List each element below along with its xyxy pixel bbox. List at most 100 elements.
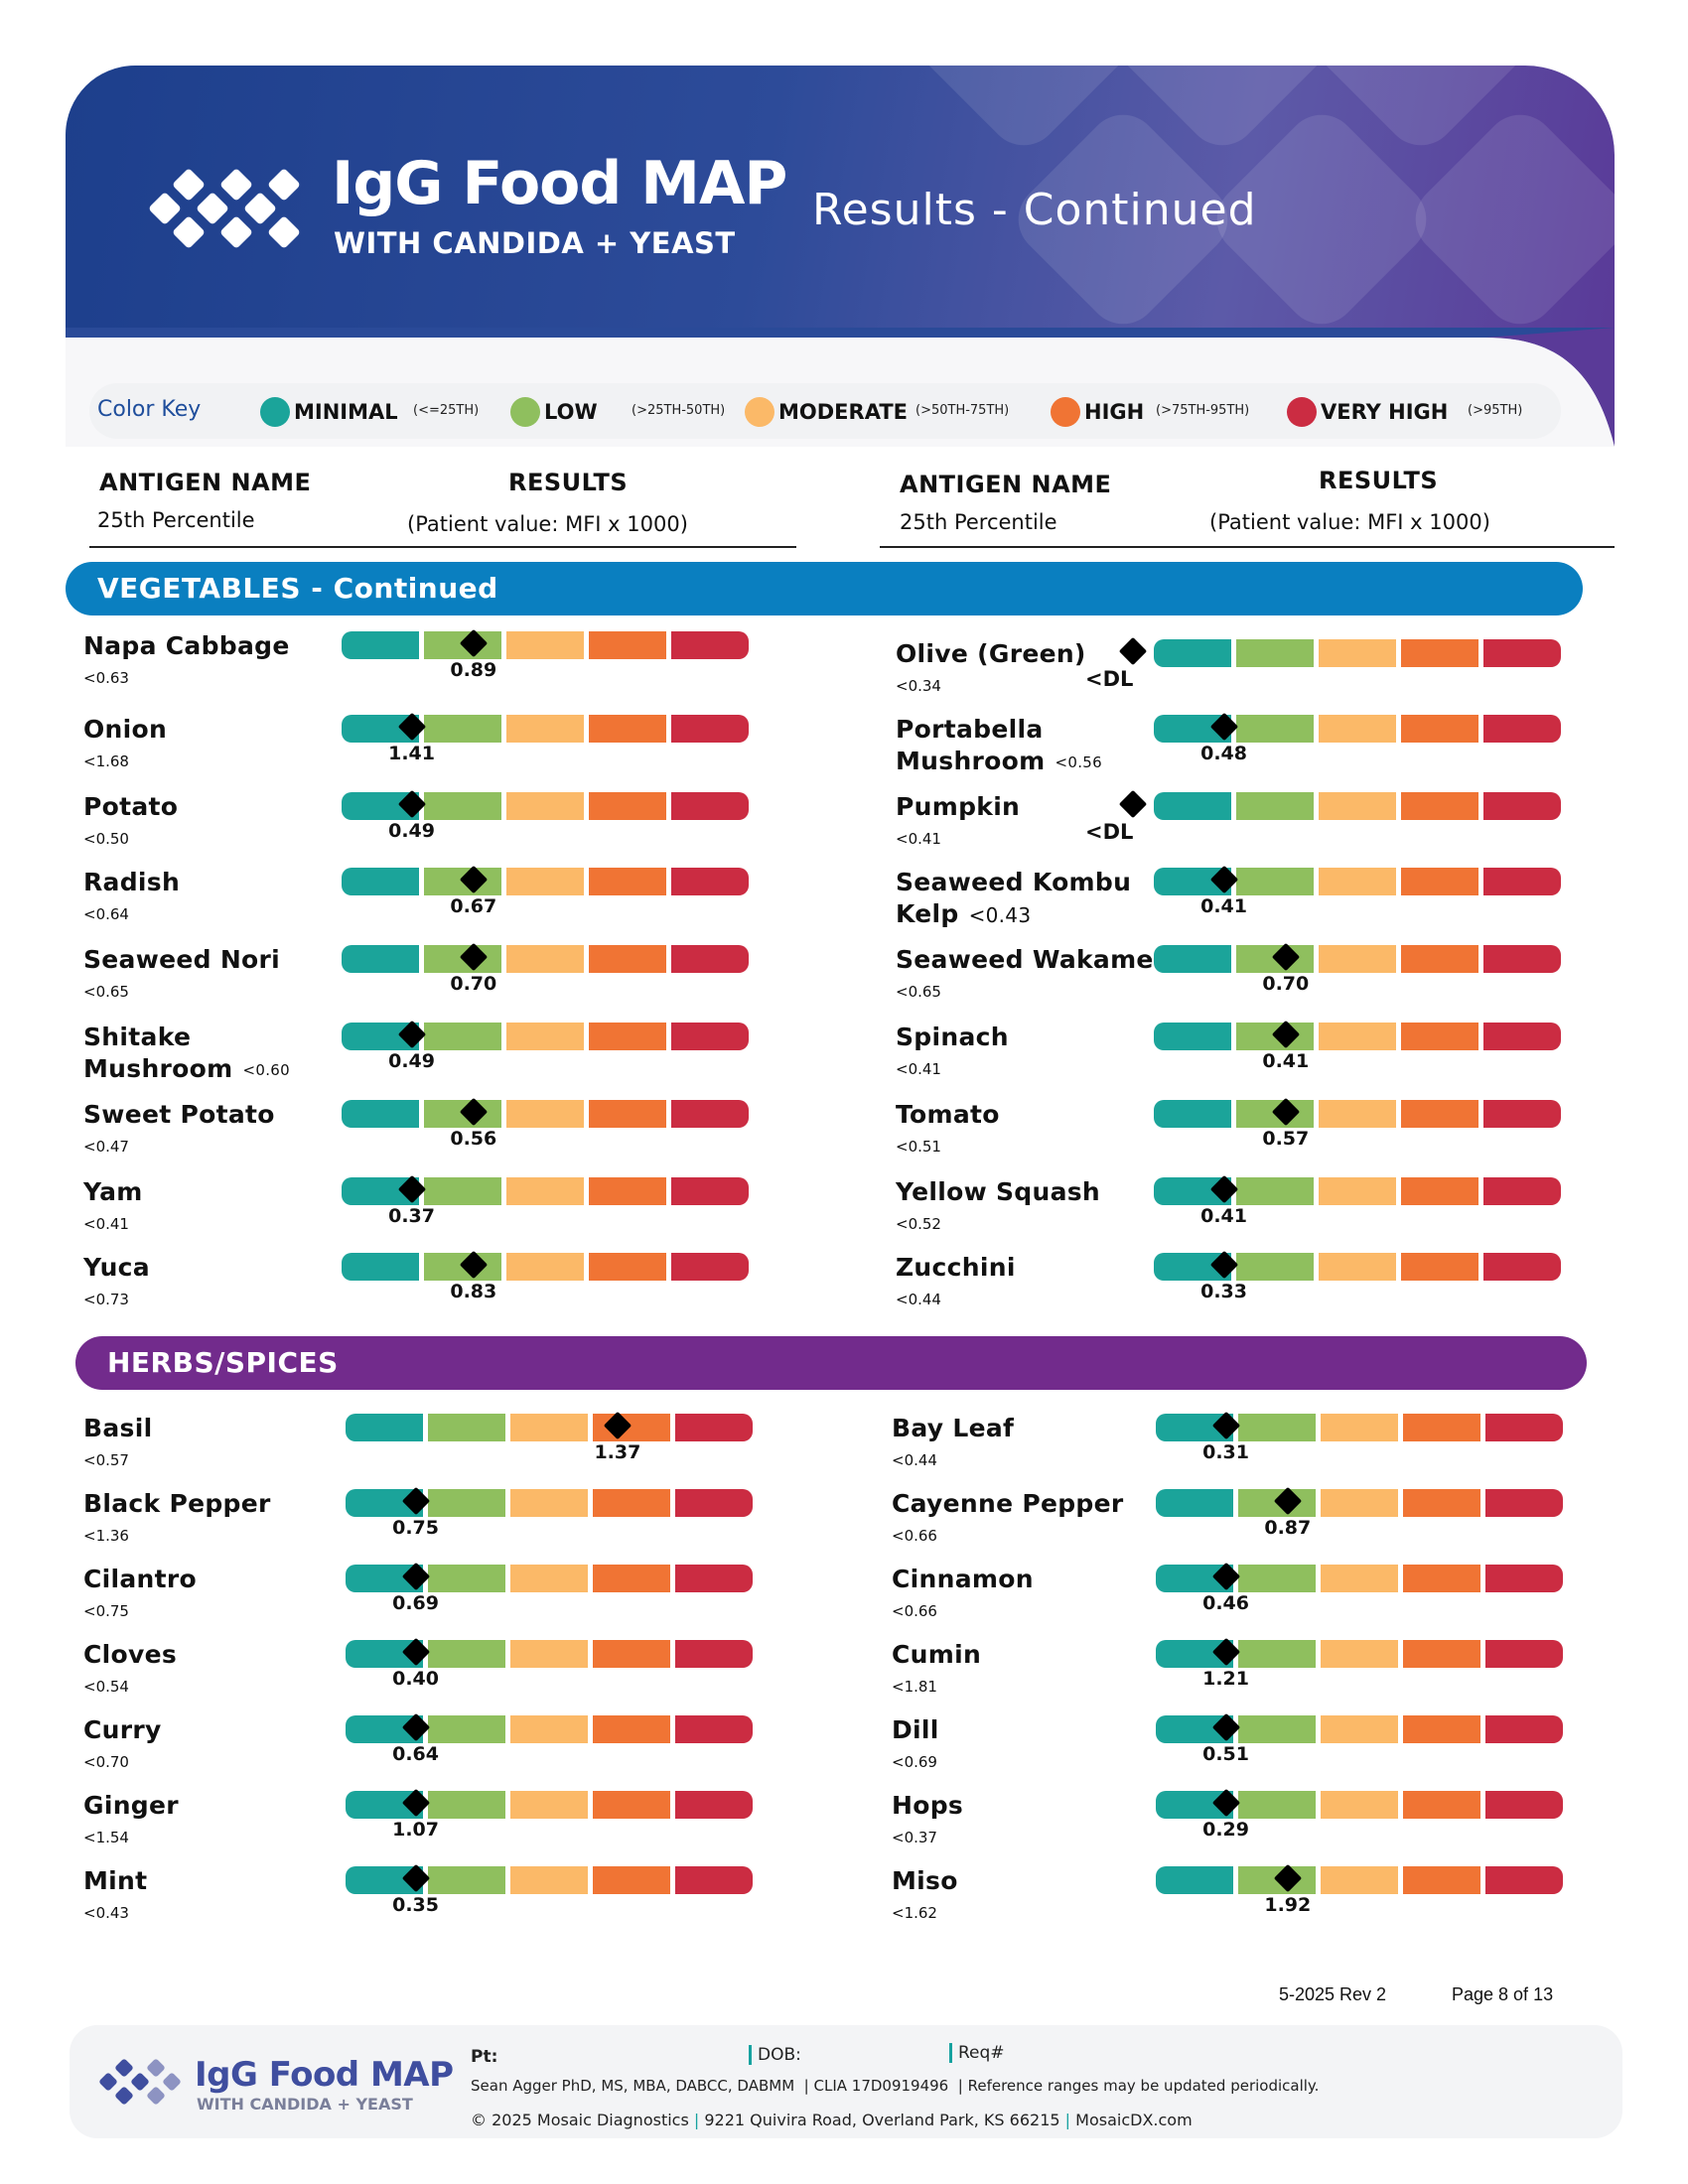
col-results-sub: (Patient value: MFI x 1000) (1209, 510, 1490, 534)
bar-segment-moderate (506, 1023, 584, 1050)
bar-segment-minimal (1154, 1100, 1231, 1128)
result-bar: 0.40 (346, 1637, 753, 1690)
result-value: 1.21 (1202, 1668, 1249, 1690)
bar-segment-very-high (1483, 1253, 1561, 1281)
bar-segment-minimal (1154, 945, 1231, 973)
bar-segment-moderate (510, 1414, 588, 1441)
percentile-25: <0.60 (242, 1061, 290, 1079)
bar-segment-very-high (675, 1414, 753, 1441)
result-marker-icon (1119, 789, 1148, 819)
antigen-name-text: Mushroom (83, 1054, 233, 1083)
result-bar: 0.49 (342, 1020, 749, 1072)
bar-segment-moderate (1321, 1715, 1398, 1743)
antigen-name-text: Sweet Potato (83, 1100, 275, 1129)
result-row: Cumin <1.81 1.21 (892, 1637, 1686, 1715)
logo-subtitle: WITH CANDIDA + YEAST (334, 226, 736, 260)
antigen-name-text: Portabella (896, 715, 1044, 744)
percentile-25: <1.54 (83, 1829, 129, 1846)
bar-segment-high (1401, 1253, 1478, 1281)
bar-segment-high (1403, 1866, 1480, 1894)
antigen-name: Cumin (892, 1640, 981, 1669)
result-row: Zucchini <0.44 0.33 (896, 1250, 1688, 1328)
antigen-name: Napa Cabbage (83, 631, 290, 660)
bar-segment-moderate (510, 1640, 588, 1668)
bar-segment-very-high (671, 1177, 749, 1205)
bar-segment-high (589, 715, 666, 743)
section-banner-herbs: HERBS/SPICES (75, 1336, 1587, 1390)
antigen-name-text: Cayenne Pepper (892, 1489, 1124, 1518)
bar-segment-moderate (1319, 1177, 1396, 1205)
reference-note: Reference ranges may be updated periodic… (967, 2077, 1320, 2095)
website-link[interactable]: MosaicDX.com (1075, 2111, 1193, 2129)
key-very-high: VERY HIGH (1287, 397, 1448, 427)
result-bar: 1.92 (1156, 1863, 1563, 1916)
address: 9221 Quivira Road, Overland Park, KS 662… (704, 2111, 1060, 2129)
result-value: 1.41 (388, 743, 435, 764)
bar-segment-high (589, 1253, 666, 1281)
result-row: Yam <0.41 0.37 (83, 1174, 878, 1253)
page-number: Page 8 of 13 (1452, 1984, 1554, 2004)
lab-director: Sean Agger PhD, MS, MBA, DABCC, DABMM (471, 2077, 795, 2095)
bar-segment-moderate (506, 631, 584, 659)
bar-segment-moderate (1319, 1023, 1396, 1050)
bar-segment-low (1238, 1414, 1316, 1441)
bar-segment-high (1401, 868, 1478, 895)
bar-segment-low (428, 1715, 505, 1743)
result-row: Spinach <0.41 0.41 (896, 1020, 1688, 1098)
bar-segment-moderate (1319, 792, 1396, 820)
result-bar: 0.70 (342, 942, 749, 995)
bar-segment-low (1238, 1715, 1316, 1743)
bar-segment-high (593, 1791, 670, 1819)
bar-segment-very-high (671, 868, 749, 895)
antigen-name-text: Yam (83, 1177, 143, 1206)
antigen-name: Sweet Potato (83, 1100, 275, 1129)
result-value: 0.33 (1200, 1281, 1247, 1302)
antigen-name-text: Black Pepper (83, 1489, 271, 1518)
bar-segment-low (428, 1489, 505, 1517)
antigen-name: Ginger (83, 1791, 179, 1820)
bar-segment-high (1403, 1791, 1480, 1819)
result-value: 0.40 (392, 1668, 439, 1690)
percentile-25: <0.43 (83, 1904, 129, 1922)
result-row: Shitake Mushroom <0.60 0.49 (83, 1020, 878, 1098)
percentile-25: <0.57 (83, 1451, 129, 1469)
bar-segment-very-high (1483, 792, 1561, 820)
bar-segment-high (1401, 715, 1478, 743)
bar-segment-moderate (506, 792, 584, 820)
antigen-name-text: Miso (892, 1866, 958, 1895)
antigen-name: Yuca (83, 1253, 150, 1282)
percentile-25: <0.51 (896, 1138, 941, 1156)
antigen-name: Cilantro (83, 1565, 197, 1593)
bar-segment-high (589, 945, 666, 973)
bar-segment-very-high (675, 1715, 753, 1743)
bar-segment-high (589, 1023, 666, 1050)
result-bar: 0.64 (346, 1712, 753, 1765)
result-row: Dill <0.69 0.51 (892, 1712, 1686, 1791)
bar-segment-minimal (1154, 792, 1231, 820)
antigen-name: Dill (892, 1715, 939, 1744)
result-bar: <DL (1085, 636, 1561, 691)
bar-segment-moderate (1321, 1414, 1398, 1441)
result-bar: 0.41 (1154, 865, 1561, 917)
result-row: Cinnamon <0.66 0.46 (892, 1562, 1686, 1640)
result-bar: 0.35 (346, 1863, 753, 1916)
antigen-name-text: Seaweed Wakame (896, 945, 1154, 974)
result-value: 0.41 (1262, 1050, 1310, 1072)
result-row: Ginger <1.54 1.07 (83, 1788, 878, 1866)
result-row: Tomato <0.51 0.57 (896, 1097, 1688, 1175)
bar-segment-very-high (671, 1023, 749, 1050)
key-name: MINIMAL (294, 400, 398, 424)
bar-segment-very-high (1485, 1640, 1563, 1668)
bar-segment-moderate (506, 1177, 584, 1205)
result-bar: 0.67 (342, 865, 749, 917)
result-value: 0.37 (388, 1205, 435, 1227)
result-value: 0.35 (392, 1894, 439, 1916)
bar-segment-moderate (1319, 715, 1396, 743)
antigen-name-text: Kelp (896, 899, 959, 928)
bar-segment-moderate (1321, 1489, 1398, 1517)
logo-diamonds-icon (149, 169, 300, 248)
antigen-name-text: Seaweed Nori (83, 945, 281, 974)
bar-segment-moderate (510, 1489, 588, 1517)
percentile-25: <0.43 (968, 903, 1032, 927)
result-value: 0.70 (1262, 973, 1310, 995)
